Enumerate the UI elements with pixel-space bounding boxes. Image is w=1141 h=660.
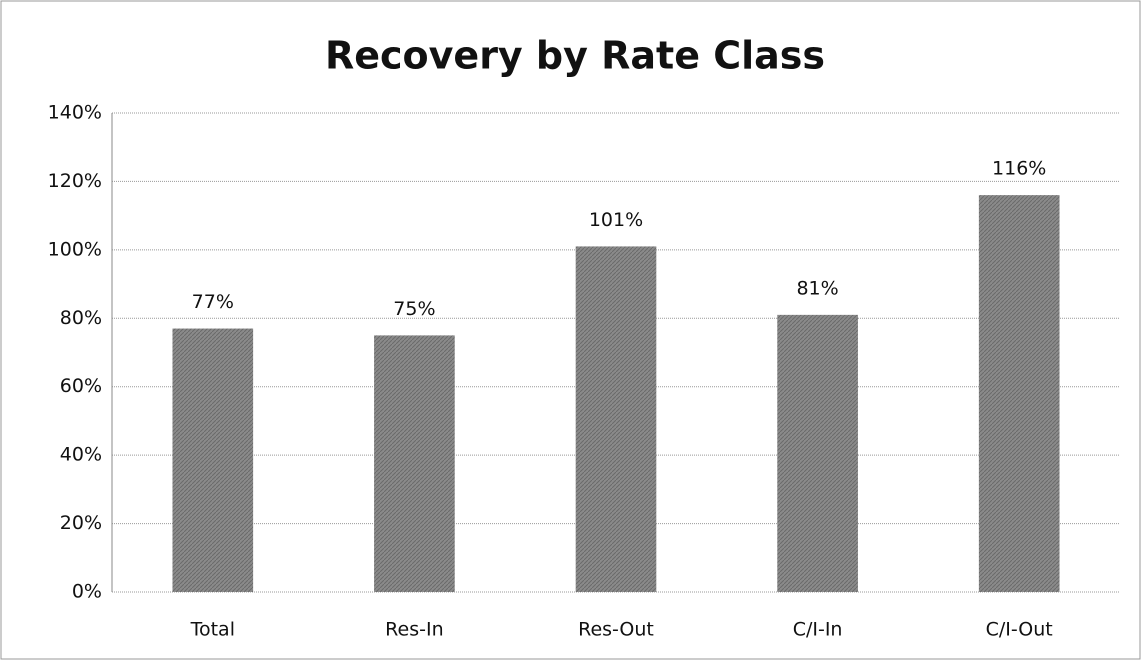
y-tick-label: 20% (60, 512, 102, 534)
bar (777, 314, 858, 592)
y-tick-label: 40% (60, 444, 102, 466)
y-tick-label: 60% (60, 375, 102, 397)
y-tick-label: 100% (48, 238, 102, 260)
x-tick-label: Total (190, 619, 235, 641)
chart-title: Recovery by Rate Class (325, 34, 825, 78)
y-tick-label: 0% (72, 581, 102, 603)
value-label: 81% (796, 277, 838, 299)
value-label: 75% (393, 298, 435, 320)
y-tick-label: 120% (48, 170, 102, 192)
bar (575, 246, 657, 592)
value-label: 101% (589, 209, 643, 231)
x-tick-label: Res-Out (578, 619, 654, 641)
x-tick-label: Res-In (385, 619, 443, 641)
y-tick-label: 80% (60, 307, 102, 329)
x-tick-label: C/I-In (793, 619, 843, 641)
bar (374, 335, 455, 592)
bar (172, 328, 254, 592)
x-tick-label: C/I-Out (986, 619, 1053, 641)
value-label: 77% (192, 291, 234, 313)
value-label: 116% (992, 158, 1046, 180)
bar (978, 195, 1060, 592)
y-tick-label: 140% (48, 102, 102, 124)
